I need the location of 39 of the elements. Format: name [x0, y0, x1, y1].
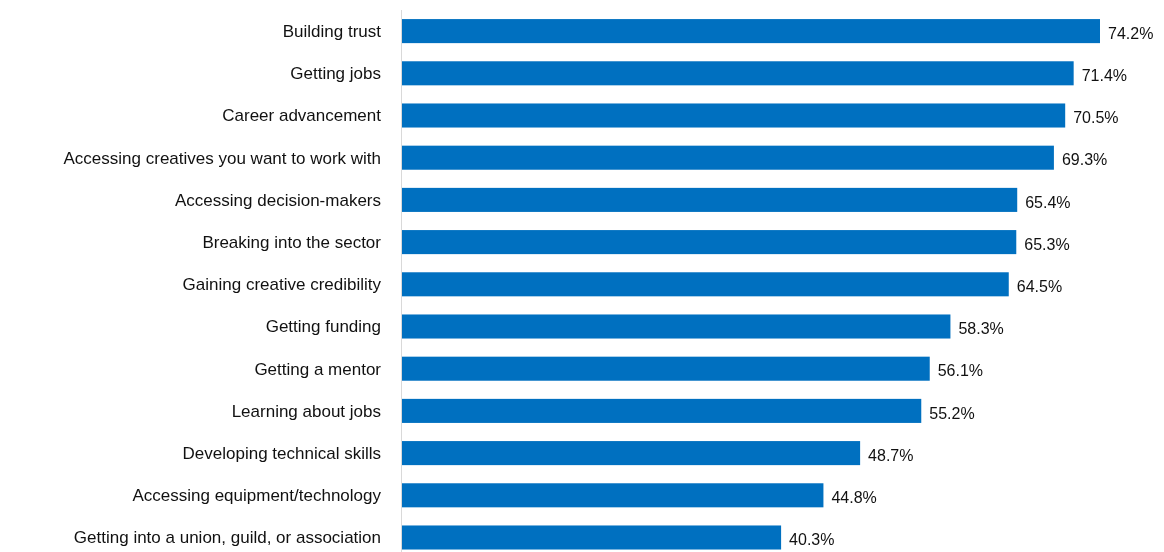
data-label: 40.3% [789, 531, 835, 549]
data-label: 74.2% [1108, 24, 1154, 42]
y-tick-label: Learning about jobs [231, 401, 381, 421]
data-label: 71.4% [1081, 66, 1128, 84]
bar [402, 103, 1066, 128]
data-label: 55.2% [929, 404, 975, 422]
bar [402, 525, 782, 550]
data-label: 65.3% [1024, 235, 1070, 253]
y-tick-label: Breaking into the sector [202, 233, 382, 253]
bar [402, 398, 922, 423]
bar [402, 314, 951, 339]
y-tick-label: Accessing creatives you want to work with [63, 148, 381, 168]
y-tick-label: Gaining creative credibility [182, 275, 382, 295]
bar [402, 187, 1018, 212]
y-tick-label: Accessing equipment/technology [132, 486, 382, 506]
y-tick-label: Developing technical skills [182, 444, 381, 464]
bar [402, 145, 1054, 170]
bar [402, 356, 930, 381]
data-label: 56.1% [937, 362, 984, 380]
y-tick-label: Getting into a union, guild, or association [73, 528, 381, 548]
y-tick-label: Building trust [282, 22, 382, 42]
data-label: 58.3% [958, 320, 1004, 338]
data-label: 70.5% [1073, 109, 1119, 127]
data-label: 44.8% [831, 488, 877, 506]
data-label: 64.5% [1016, 277, 1063, 295]
bar [402, 483, 824, 508]
bar [402, 272, 1009, 297]
y-tick-label: Career advancement [222, 106, 382, 126]
data-label: 48.7% [868, 446, 914, 464]
bar [402, 441, 861, 466]
bar [402, 61, 1074, 86]
y-tick-label: Getting funding [265, 317, 381, 337]
data-label: 65.4% [1025, 193, 1071, 211]
bar [402, 19, 1100, 44]
y-tick-label: Accessing decision-makers [175, 190, 381, 210]
data-label: 69.3% [1061, 151, 1108, 169]
bar [402, 230, 1017, 255]
y-tick-label: Getting jobs [290, 64, 381, 84]
y-tick-label: Getting a mentor [254, 359, 382, 379]
